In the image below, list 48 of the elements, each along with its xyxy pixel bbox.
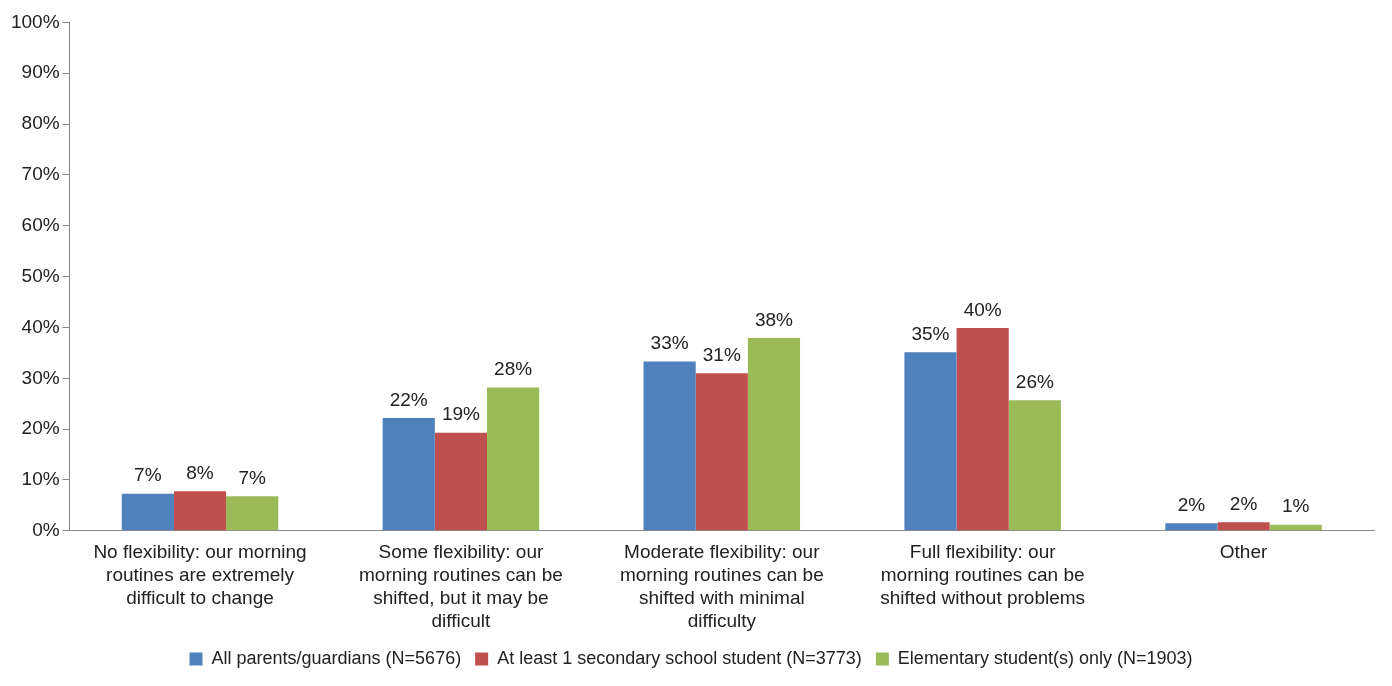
y-tick-label: 70%: [21, 163, 60, 185]
x-tick-label: Some flexibility: our morning routines can be shifted, but it may be difficult: [358, 541, 563, 631]
y-tick-label: 40%: [21, 315, 60, 337]
legend-label: All parents/guardians (N=5676): [211, 647, 462, 668]
data-label: 28%: [494, 358, 533, 380]
x-tick-label: Moderate flexibility: our morning routines can be shifted with minimal difficulty: [619, 541, 824, 631]
y-tick-label: 20%: [21, 417, 60, 439]
data-label: 2%: [1177, 493, 1206, 515]
legend-label: Elementary student(s) only (N=1903): [897, 647, 1193, 668]
bar: [1217, 522, 1270, 531]
data-label: 8%: [186, 461, 214, 483]
x-tick-label: Full flexibility: our morning routines can be shifted without problems: [880, 541, 1086, 609]
y-tick-label: 60%: [21, 213, 60, 235]
y-tick-label: 10%: [21, 468, 60, 490]
data-label: 33%: [650, 332, 689, 354]
data-label: 19%: [441, 403, 481, 425]
bar: [695, 373, 748, 531]
bar: [643, 361, 696, 531]
bar: [1165, 523, 1218, 531]
data-label: 40%: [963, 298, 1002, 320]
bar: [904, 352, 957, 531]
data-label: 7%: [134, 464, 162, 486]
legend-label: At least 1 secondary school student (N=3773): [497, 647, 862, 668]
y-tick-label: 0%: [32, 519, 60, 541]
data-label: 7%: [238, 466, 267, 488]
bar: [747, 338, 801, 531]
bar: [434, 432, 487, 531]
bar: [956, 327, 1009, 531]
y-tick-label: 100%: [10, 10, 60, 32]
x-tick-label: Other: [1219, 541, 1268, 563]
bar: [487, 387, 540, 531]
bar: [121, 493, 174, 531]
bar: [226, 496, 279, 531]
y-tick-label: 80%: [21, 112, 60, 134]
data-label: 38%: [754, 308, 794, 330]
bar: [1008, 400, 1061, 531]
data-label: 22%: [389, 388, 428, 410]
y-tick-label: 90%: [21, 61, 60, 83]
data-label: 31%: [702, 343, 741, 365]
bar: [382, 417, 435, 531]
data-label: 26%: [1015, 370, 1054, 392]
bar: [173, 491, 227, 531]
x-tick-label: No flexibility: our morning routines are extremely difficult to change: [93, 541, 307, 609]
data-label: 35%: [911, 323, 950, 345]
data-label: 1%: [1282, 495, 1310, 517]
y-tick-label: 30%: [21, 366, 60, 388]
data-label: 2%: [1229, 492, 1258, 514]
y-tick-label: 50%: [21, 264, 60, 286]
